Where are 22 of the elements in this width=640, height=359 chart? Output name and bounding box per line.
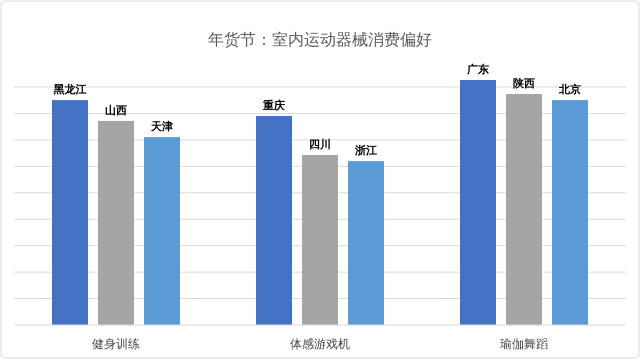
annotation: 黑龙江 bbox=[52, 83, 86, 96]
x-tick-label: 瑜伽舞蹈 bbox=[500, 337, 548, 351]
bar bbox=[98, 120, 134, 325]
annotation: 重庆 bbox=[262, 99, 285, 112]
annotation: 天津 bbox=[150, 120, 173, 134]
bar bbox=[348, 161, 384, 325]
bar bbox=[52, 100, 88, 325]
bar bbox=[460, 80, 496, 325]
x-tick-label: 体感游戏机 bbox=[290, 337, 350, 351]
annotation: 北京 bbox=[558, 83, 581, 96]
chart-title: 年货节：室内运动器械消费偏好 bbox=[208, 30, 432, 49]
bar bbox=[506, 94, 542, 325]
annotation: 山西 bbox=[105, 104, 127, 117]
bar bbox=[144, 137, 180, 325]
bar bbox=[552, 100, 588, 325]
annotation: 浙江 bbox=[354, 144, 377, 158]
bar bbox=[302, 154, 338, 325]
bar bbox=[256, 116, 292, 325]
text: 广东 bbox=[466, 63, 489, 76]
x-tick-label: 健身训练 bbox=[92, 337, 140, 351]
annotation: 陕西 bbox=[513, 76, 535, 90]
annotation: 四川 bbox=[309, 138, 331, 151]
